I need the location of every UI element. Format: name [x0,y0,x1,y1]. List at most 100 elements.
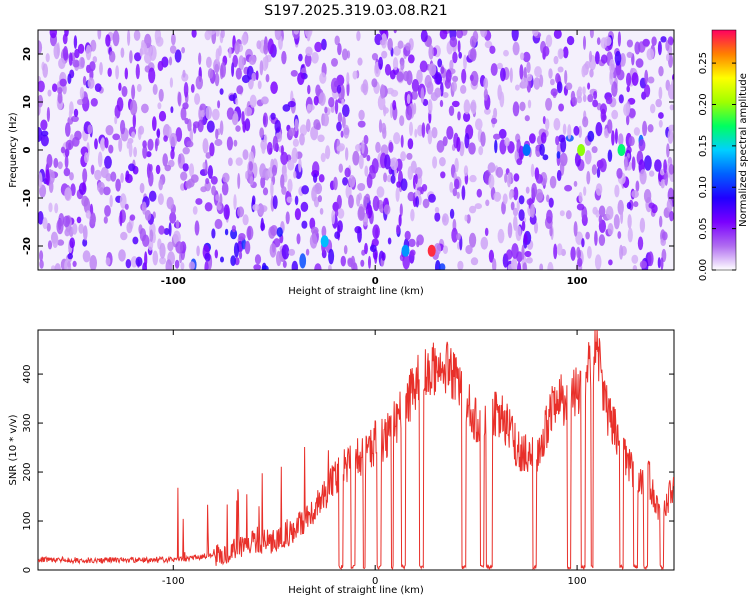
heatmap-cell [542,154,549,161]
heatmap-cell [166,196,174,210]
heatmap-cell [233,194,237,210]
heatmap-cell [154,138,158,152]
heatmap-cell [493,191,502,202]
tick-label: 0.10 [698,176,709,198]
heatmap-cell [405,105,413,121]
heatmap-cell [452,187,458,197]
heatmap-cell [618,94,624,104]
heatmap-cell [318,92,326,106]
heatmap-cell [163,228,170,235]
heatmap-cell [158,225,165,235]
heatmap-cell [292,138,299,147]
heatmap-cell [576,203,585,211]
heatmap-cell [299,133,305,146]
heatmap-cell [110,171,117,182]
heatmap-cell [199,103,207,112]
heatmap-cell [611,81,618,97]
heatmap-cell [328,248,335,265]
heatmap-cell [660,179,665,189]
heatmap-cell [105,34,111,47]
heatmap-cell [73,35,78,49]
heatmap-cell [313,95,319,106]
heatmap-cell [553,243,558,260]
heatmap-cell [134,52,142,62]
heatmap-cell [82,238,88,247]
heatmap-cell [319,72,327,84]
heatmap-cell [112,30,120,47]
heatmap-cell [318,174,325,183]
heatmap-cell [42,63,48,78]
heatmap-cell [379,39,386,46]
heatmap-cell [430,92,438,102]
heatmap-cell [398,214,402,227]
heatmap-cell [511,30,519,42]
heatmap-cell [596,37,601,45]
heatmap-cell [611,130,615,146]
heatmap-cell [510,201,515,211]
heatmap-cell [112,133,121,141]
heatmap-cell [204,261,209,270]
heatmap-cell [545,34,553,48]
heatmap-cell [448,105,455,117]
heatmap-cell [40,134,49,147]
heatmap-hotspot [320,235,329,248]
heatmap-cell [634,41,641,55]
heatmap-cell [342,104,350,117]
tick-label: -100 [161,276,186,287]
heatmap-cell [241,33,248,46]
heatmap-cell [421,184,428,192]
heatmap-cell [217,100,221,109]
heatmap-cell [524,250,532,258]
heatmap-cell [125,259,132,269]
heatmap-cell [535,174,544,184]
heatmap-cell [190,83,195,93]
heatmap-cell [390,174,396,184]
heatmap-cell [54,263,61,270]
heatmap-cell [381,122,387,134]
heatmap-cell [573,180,578,187]
heatmap-cell [655,98,662,108]
heatmap-cell [334,99,339,115]
tick-label: 0.15 [698,135,709,157]
heatmap-cell [628,108,636,119]
heatmap-cell [341,98,345,106]
heatmap-cell [559,210,565,217]
heatmap-cell [215,128,219,140]
tick-label: 0 [22,567,33,573]
heatmap-cell [299,124,308,136]
heatmap-cell [118,82,122,92]
heatmap-cell [452,51,458,64]
heatmap-cell [409,249,416,257]
heatmap-cell [586,170,591,185]
heatmap-cell [387,237,392,245]
heatmap-cell [463,54,467,70]
heatmap-cell [293,30,300,35]
heatmap-cell [644,155,652,171]
heatmap-cell [660,36,667,43]
heatmap-cell [454,157,459,173]
heatmap-cell [256,40,262,50]
heatmap-cell [492,258,497,270]
heatmap-cell [205,178,210,185]
heatmap-cell [565,210,572,220]
heatmap-cell [220,30,225,39]
heatmap-cell [158,179,163,191]
heatmap-cell [480,131,486,147]
heatmap-cell [321,38,327,51]
heatmap-cell [469,174,477,183]
heatmap-cell [56,218,64,235]
heatmap-cell [639,260,648,269]
heatmap-cell [186,140,194,148]
heatmap-cell [109,50,116,63]
heatmap-cell [518,195,525,205]
heatmap-cell [337,220,343,233]
heatmap-cell [410,208,415,222]
heatmap-cell [259,127,265,139]
heatmap-cell [348,194,354,209]
tick-label: 200 [22,462,33,481]
heatmap-cell [525,186,530,194]
heatmap-cell [105,257,111,266]
heatmap-cell [211,185,217,196]
heatmap-cell [589,68,594,78]
heatmap-cell [152,116,157,131]
